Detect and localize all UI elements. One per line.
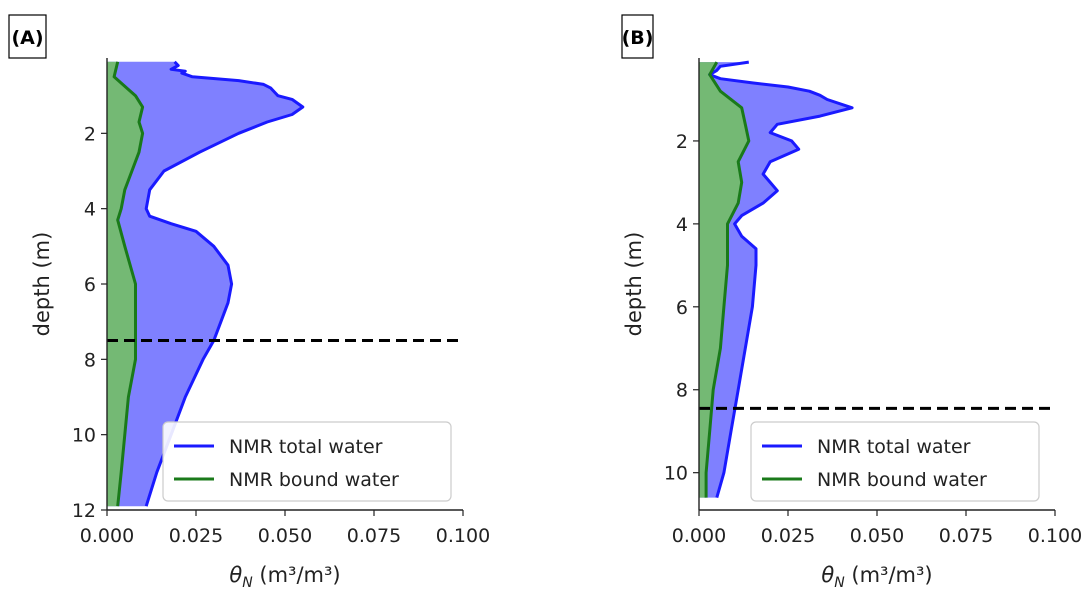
y-tick-label: 2 — [84, 123, 96, 145]
total-water-fill — [107, 61, 303, 507]
legend-label-bound: NMR bound water — [229, 469, 399, 491]
y-tick-label: 12 — [72, 500, 96, 522]
total-water-line — [144, 60, 305, 507]
y-tick-label: 10 — [72, 425, 96, 447]
chart-panel-b: 0.000 0.025 0.050 0.075 0.100 2 4 6 8 10 depth (m)… — [621, 14, 1082, 590]
x-tick-label: 0.100 — [436, 525, 490, 547]
x-tick-label: 0.000 — [672, 525, 726, 547]
legend-label-total: NMR total water — [817, 436, 971, 458]
x-axis-label-symbol: θ — [821, 563, 834, 587]
x-tick-label: 0.000 — [80, 525, 134, 547]
legend-box — [162, 421, 452, 502]
x-axis-label-symbol: θ — [229, 563, 242, 587]
x-tick-label: 0.075 — [347, 525, 401, 547]
y-axis-label: depth (m) — [30, 232, 54, 337]
panel-label: (B) — [622, 27, 654, 49]
legend-label-bound: NMR bound water — [817, 469, 987, 491]
panel-label: (A) — [11, 27, 43, 49]
y-tick-label: 4 — [676, 214, 688, 236]
x-axis-label-subscript: N — [834, 575, 845, 590]
x-axis-label: θN (m³/m³) — [821, 563, 932, 590]
y-tick-label: 4 — [84, 199, 96, 221]
x-tick-label: 0.050 — [258, 525, 312, 547]
legend-box — [750, 421, 1040, 502]
y-tick-label: 6 — [84, 274, 96, 296]
y-tick-label: 8 — [676, 380, 688, 402]
panel-label-box — [621, 14, 654, 59]
legend-label-total: NMR total water — [229, 436, 383, 458]
y-tick-label: 8 — [84, 349, 96, 371]
chart-panel-a: 0.000 0.025 0.050 0.075 0.100 2 4 6 8 10 12 depth (… — [8, 14, 490, 590]
x-axis-label-subscript: N — [242, 575, 253, 590]
bound-water-fill — [107, 61, 143, 507]
x-tick-label: 0.075 — [939, 525, 993, 547]
y-tick-label: 10 — [664, 463, 688, 485]
y-tick-label: 2 — [676, 131, 688, 153]
bound-water-line — [704, 61, 751, 498]
bound-water-fill — [699, 62, 749, 498]
y-axis-label: depth (m) — [622, 232, 646, 337]
x-axis-label-units: (m³/m³) — [253, 563, 341, 587]
y-tick-label: 6 — [676, 297, 688, 319]
panel-label-box — [8, 14, 47, 59]
x-axis-label: θN (m³/m³) — [229, 563, 340, 590]
x-tick-label: 0.025 — [761, 525, 815, 547]
x-tick-label: 0.050 — [850, 525, 904, 547]
x-tick-label: 0.100 — [1028, 525, 1082, 547]
total-water-line — [708, 60, 854, 499]
bound-water-line — [112, 61, 145, 507]
x-axis-label-units: (m³/m³) — [845, 563, 933, 587]
x-tick-label: 0.025 — [169, 525, 223, 547]
